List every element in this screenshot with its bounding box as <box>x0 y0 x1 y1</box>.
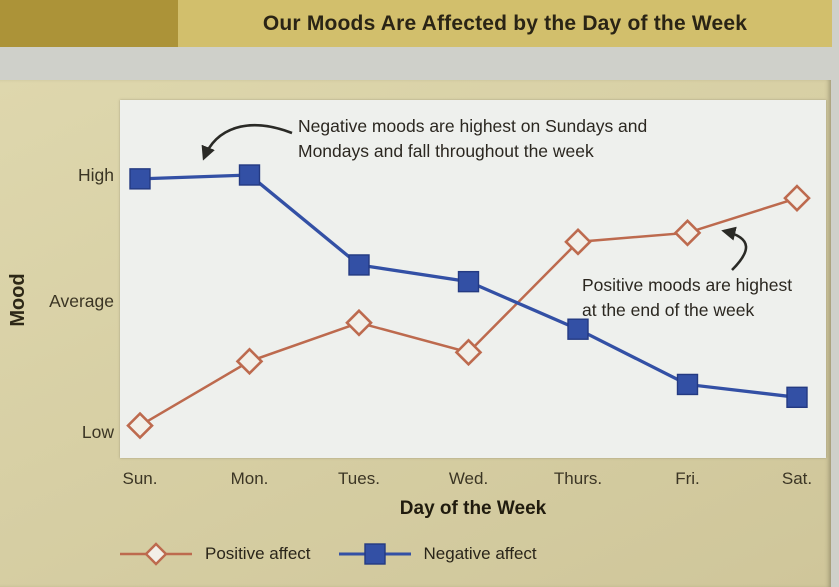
annotation-line: at the end of the week <box>582 299 755 320</box>
annotation-line: Positive moods are highest <box>582 275 793 295</box>
title-banner: Our Moods Are Affected by the Day of the… <box>0 0 832 47</box>
negative-affect-point-mon <box>238 164 261 186</box>
x-tick-thurs: Thurs. <box>553 469 603 488</box>
positive-affect-point-mon <box>235 347 264 376</box>
x-tick-tues: Tues. <box>338 469 380 488</box>
positive-annotation-arrow <box>721 226 748 271</box>
negative-affect-point-wed <box>457 270 480 293</box>
negative-annotation-arrow <box>201 124 293 161</box>
negative-affect-marker-icon <box>338 543 411 565</box>
chart-title: Our Moods Are Affected by the Day of the… <box>262 11 748 35</box>
legend-item-positive: Positive affect <box>120 541 311 567</box>
annotation-line: Negative moods are highest on Sundays an… <box>298 116 648 136</box>
negative-affect-point-fri <box>676 373 699 396</box>
y-tick-high: High <box>78 165 114 185</box>
annotation-negative-moods: Negative moods are highest on Sundays an… <box>298 114 647 163</box>
x-axis-title: Day of the Week <box>399 498 547 519</box>
x-tick-mon: Mon. <box>230 469 269 488</box>
positive-affect-point-sun <box>126 411 154 440</box>
y-tick-average: Average <box>49 291 114 311</box>
positive-affect-point-tues <box>345 308 373 337</box>
negative-affect-point-sat <box>786 386 808 409</box>
legend-label-negative: Negative affect <box>423 544 537 563</box>
positive-affect-point-sat <box>783 184 811 212</box>
chart-canvas <box>126 124 811 440</box>
legend: Positive affect Negative affect <box>120 541 537 567</box>
chart-card: Mood High Average Low Negative moods are… <box>0 80 831 587</box>
positive-affect-point-thurs <box>564 227 592 256</box>
y-tick-low: Low <box>81 422 114 442</box>
negative-affect-point-sun <box>129 168 151 190</box>
x-tick-wed: Wed. <box>448 469 489 488</box>
positive-affect-marker-icon <box>120 542 192 566</box>
negative-affect-point-thurs <box>567 318 589 340</box>
legend-item-negative: Negative affect <box>338 541 537 567</box>
x-tick-sun: Sun. <box>122 469 158 488</box>
plot-area: Negative moods are highest on Sundays an… <box>120 100 826 458</box>
banner-left-block <box>0 0 178 47</box>
positive-affect-point-wed <box>454 338 483 367</box>
x-tick-sat: Sat. <box>781 469 813 488</box>
legend-label-positive: Positive affect <box>205 544 311 563</box>
positive-affect-point-fri <box>673 218 702 247</box>
negative-affect-point-tues <box>348 254 370 276</box>
annotation-positive-moods: Positive moods are highest at the end of… <box>582 273 792 322</box>
x-tick-fri: Fri. <box>675 469 700 488</box>
annotation-line: Mondays and fall throughout the week <box>298 140 594 161</box>
